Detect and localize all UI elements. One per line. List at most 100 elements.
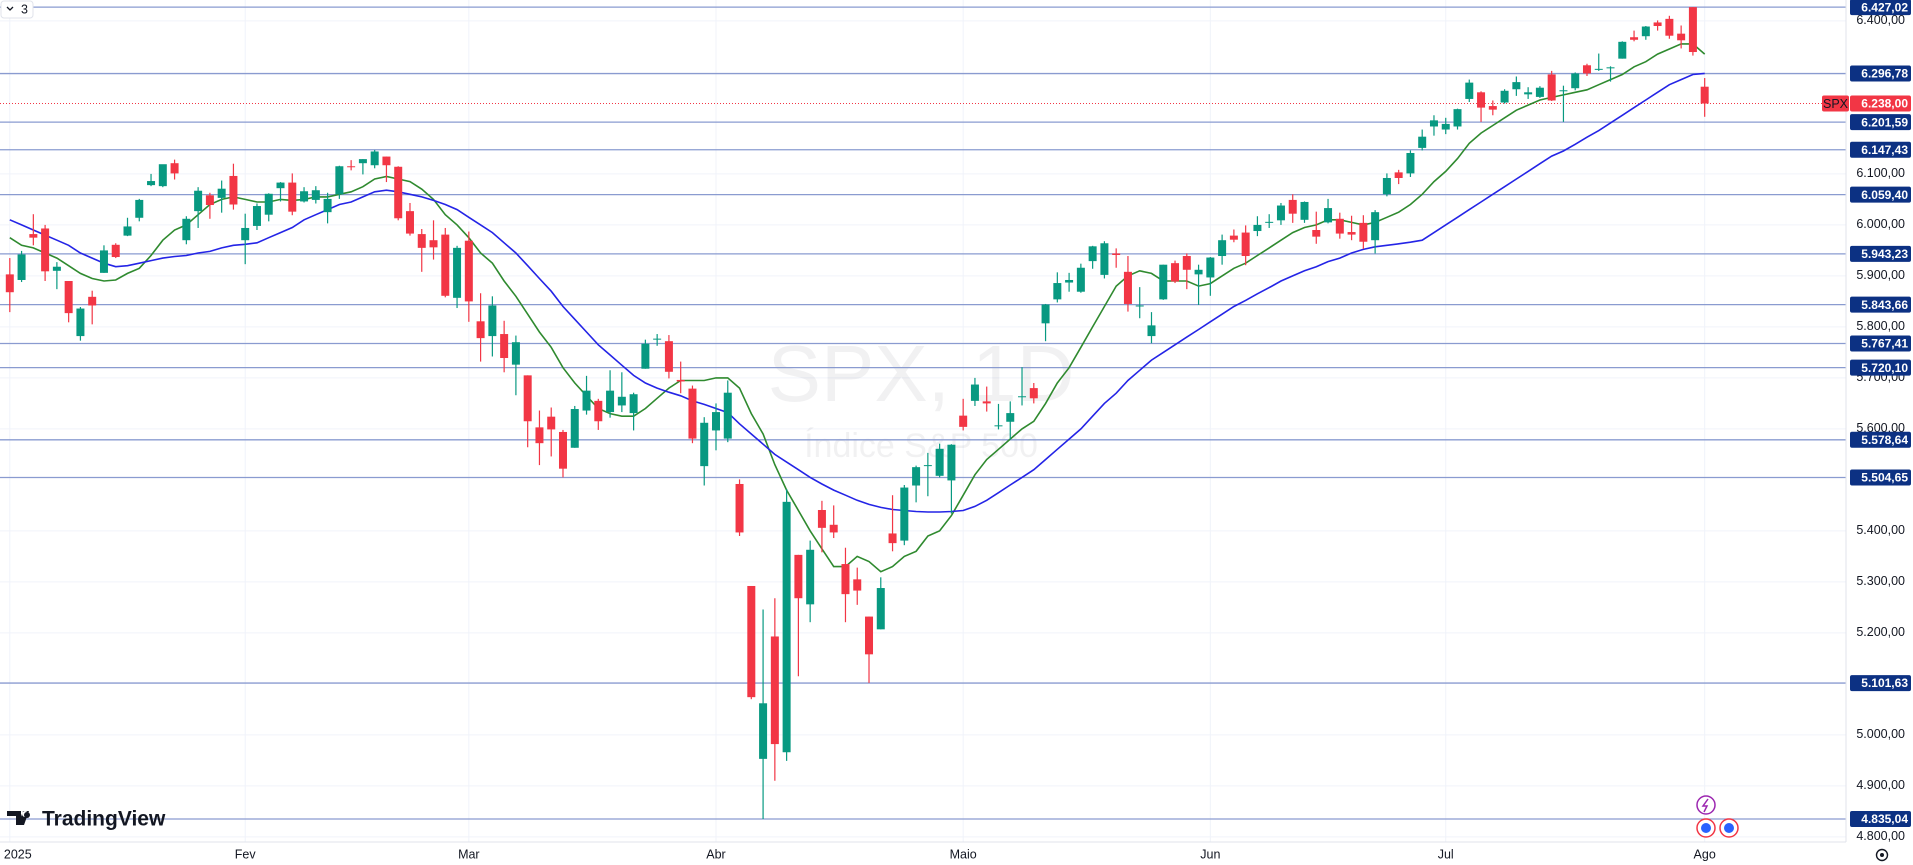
y-tick-label: 5.800,00: [1856, 319, 1905, 333]
candle-body: [688, 388, 697, 439]
candle-body: [300, 191, 309, 202]
level-label: 5.767,41: [1861, 337, 1908, 351]
candle-body: [205, 195, 214, 206]
candle-body: [1065, 279, 1074, 283]
candle-body: [417, 234, 426, 248]
candle-body: [558, 431, 567, 469]
gear-center: [1880, 853, 1884, 857]
candle-body: [817, 509, 826, 528]
chevron-icon: [6, 6, 14, 11]
toggle-box[interactable]: [0, 0, 34, 19]
candle-body: [1112, 253, 1121, 255]
lightning-icon: [1701, 798, 1709, 813]
x-tick-label: Jun: [1200, 847, 1220, 861]
candle-body: [747, 585, 756, 698]
candle-body: [1123, 271, 1132, 304]
candle-body: [323, 198, 332, 213]
x-tick-label: Mar: [458, 847, 480, 861]
flag-icon: [1701, 823, 1711, 833]
candle-body: [1394, 172, 1403, 178]
candle-body: [429, 240, 438, 248]
candle-body: [1265, 221, 1274, 223]
candle-body: [1182, 256, 1191, 270]
candle-body: [476, 321, 485, 339]
candle-body: [500, 334, 509, 359]
y-tick-label: 5.000,00: [1856, 727, 1905, 741]
level-label-box: [1850, 431, 1911, 448]
y-tick-label: 5.900,00: [1856, 268, 1905, 282]
candle-body: [405, 211, 414, 234]
candle-body: [382, 156, 391, 166]
y-tick-label: 5.300,00: [1856, 574, 1905, 588]
candle-body: [311, 190, 320, 200]
level-label-box: [1850, 141, 1911, 158]
y-tick-label: 4.800,00: [1856, 829, 1905, 843]
logo-mark: [7, 811, 29, 825]
candle-body: [111, 244, 120, 258]
level-label-box: [1850, 469, 1911, 486]
candle-body: [1665, 18, 1674, 36]
watermark-title: SPX, 1D: [768, 329, 1075, 418]
candle-body: [1582, 65, 1591, 74]
candle-body: [76, 308, 85, 337]
candle-body: [1253, 224, 1262, 232]
candle-body: [1382, 177, 1391, 195]
gear-icon[interactable]: [1875, 848, 1889, 862]
indicator-toggle[interactable]: 3: [0, 0, 34, 19]
x-tick-label: 2025: [4, 847, 32, 861]
logo-dot: [24, 812, 30, 818]
candle-body: [1630, 37, 1639, 40]
y-tick-label: 6.400,00: [1856, 13, 1905, 27]
candle-body: [29, 234, 38, 238]
candle-body: [1406, 152, 1415, 174]
candle-body: [1359, 222, 1368, 242]
level-label-box: [1850, 186, 1911, 203]
levels: [0, 6, 1846, 820]
candle-body: [1641, 26, 1650, 37]
grid: [0, 0, 1846, 842]
x-tick-label: Ago: [1694, 847, 1716, 861]
candle-body: [288, 182, 297, 212]
candle-body: [135, 199, 144, 218]
candle-body: [1335, 218, 1344, 234]
candle-body: [1700, 86, 1709, 104]
candle-body: [99, 250, 108, 273]
candle-body: [347, 166, 356, 168]
candle-body: [464, 240, 473, 302]
candle-body: [158, 164, 167, 187]
candle-body: [1229, 235, 1238, 240]
candle-body: [1088, 246, 1097, 262]
candle-body: [217, 188, 226, 198]
candle-body: [488, 305, 497, 337]
event-icons[interactable]: [1696, 795, 1739, 838]
price-axis: 6.400,00 6.100,00 6.000,00 5.900,00 5.800,00…: [1822, 0, 1911, 843]
candle-body: [841, 564, 850, 595]
candle-body: [1159, 264, 1168, 300]
level-label: 5.578,64: [1861, 433, 1908, 447]
level-label: 6.059,40: [1861, 188, 1908, 202]
candle-body: [794, 554, 803, 599]
level-label-box: [1850, 0, 1911, 16]
candle-body: [370, 151, 379, 166]
candle-body: [441, 234, 450, 296]
candle-body: [947, 444, 956, 481]
candle-body: [1276, 205, 1285, 221]
candle-body: [523, 375, 532, 422]
candle-body: [653, 338, 662, 340]
candle-body: [994, 425, 1003, 427]
level-label: 5.720,10: [1861, 361, 1908, 375]
candle-body: [1512, 82, 1521, 90]
candle-body: [770, 636, 779, 745]
candle-body: [229, 175, 238, 205]
x-tick-label: Fev: [235, 847, 257, 861]
candle-body: [1488, 106, 1497, 110]
level-label-box: [1850, 811, 1911, 828]
settings-button[interactable]: [1875, 848, 1889, 862]
candle-body: [1477, 92, 1486, 108]
level-label: 5.843,66: [1861, 298, 1908, 312]
brand-logo[interactable]: TradingView: [7, 808, 166, 831]
x-tick-label: Jul: [1438, 847, 1454, 861]
event-icon[interactable]: [1696, 795, 1716, 815]
candle-body: [617, 396, 626, 406]
